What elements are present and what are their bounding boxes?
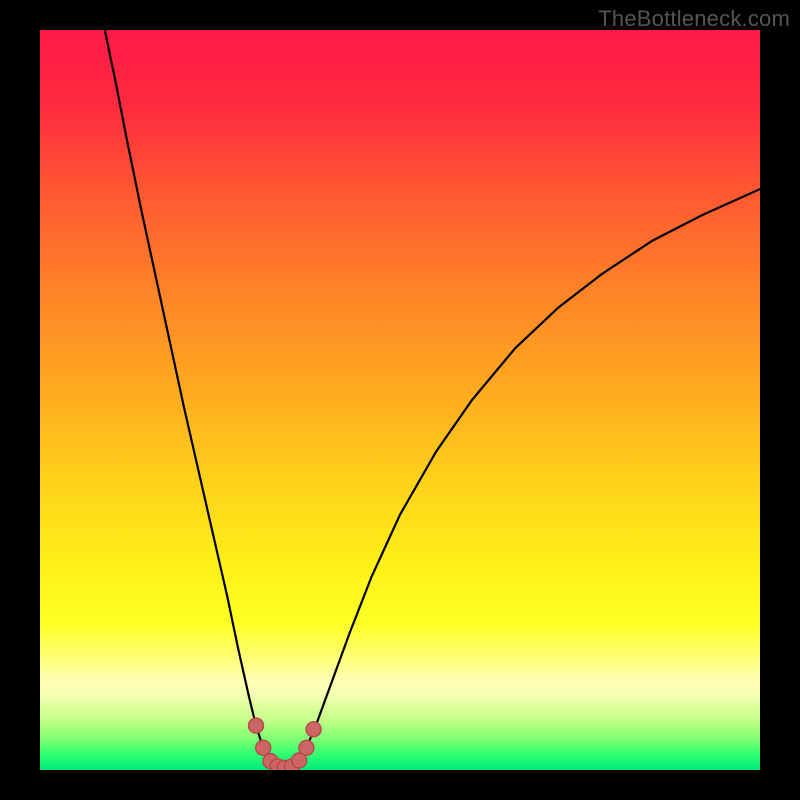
curve-markers: [40, 30, 760, 770]
plot-area: [40, 30, 760, 770]
curve-marker: [306, 722, 321, 737]
watermark-text: TheBottleneck.com: [598, 6, 790, 32]
curve-marker: [299, 740, 314, 755]
curve-marker: [249, 718, 264, 733]
chart-container: TheBottleneck.com: [0, 0, 800, 800]
curve-marker: [256, 740, 271, 755]
